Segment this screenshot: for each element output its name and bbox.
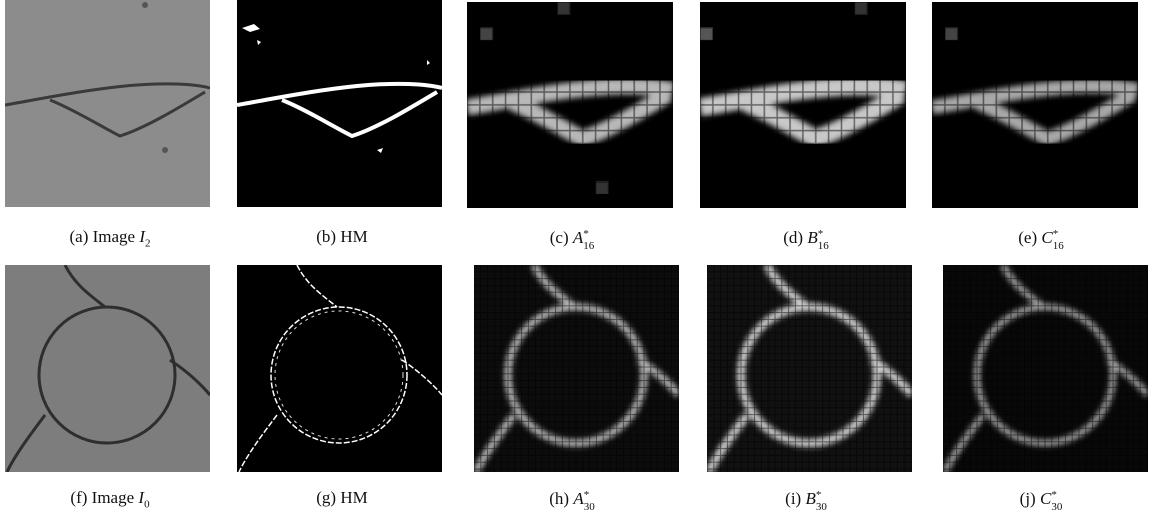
sup-sub: *30 (584, 488, 595, 512)
heat-mask (237, 0, 442, 207)
subscript: 30 (584, 501, 595, 513)
subscript: 30 (1051, 501, 1062, 513)
caption-label: (c) (550, 228, 569, 247)
caption-text: HM (340, 488, 367, 507)
sup-sub: *30 (1051, 488, 1062, 512)
caption-symbol: A (573, 489, 583, 508)
subscript: 30 (816, 501, 827, 513)
heatmap (932, 2, 1138, 208)
sup-sub: *16 (583, 227, 594, 251)
caption-label: (h) (549, 489, 569, 508)
caption-symbol: A (573, 228, 583, 247)
caption-label: (d) (783, 228, 803, 247)
heatmap (467, 2, 673, 208)
caption-label: (j) (1020, 489, 1036, 508)
superscript: * (818, 228, 824, 240)
superscript: * (816, 489, 822, 501)
caption-label: (a) (69, 227, 88, 246)
caption: (j) C*30 (926, 488, 1151, 512)
caption-label: (e) (1018, 228, 1037, 247)
caption-symbol: C (1041, 228, 1052, 247)
caption-label: (b) (316, 227, 336, 246)
sup-sub: *30 (816, 488, 827, 512)
caption-symbol: B (807, 228, 817, 247)
heat-mask (237, 265, 442, 472)
caption: (d) B*16 (691, 227, 921, 251)
superscript: * (1053, 228, 1059, 240)
caption-text: Image (93, 227, 135, 246)
caption: (b) HM (227, 227, 457, 247)
figure-page: (a) Image I2(b) HM(c) A*16(d) B*16(e) C*… (0, 0, 1151, 518)
heatmap (474, 265, 679, 472)
sup-sub: *16 (818, 227, 829, 251)
heatmap (943, 265, 1148, 472)
caption: (g) HM (227, 488, 457, 508)
subscript: 2 (145, 237, 151, 249)
caption: (a) Image I2 (0, 227, 225, 249)
superscript: * (584, 489, 590, 501)
superscript: * (583, 228, 589, 240)
caption: (e) C*16 (926, 227, 1151, 251)
caption-label: (f) (70, 488, 87, 507)
caption-text: HM (340, 227, 367, 246)
subscript: 16 (583, 240, 594, 252)
heatmap (700, 2, 906, 208)
subscript: 0 (144, 498, 150, 510)
subscript: 16 (818, 240, 829, 252)
subscript: 16 (1053, 240, 1064, 252)
caption-label: (g) (316, 488, 336, 507)
caption: (c) A*16 (457, 227, 687, 251)
heatmap (707, 265, 912, 472)
caption: (h) A*30 (457, 488, 687, 512)
sup-sub: *16 (1053, 227, 1064, 251)
caption: (f) Image I0 (0, 488, 225, 510)
crack-photo (5, 265, 210, 472)
caption: (i) B*30 (691, 488, 921, 512)
crack-photo (5, 0, 210, 207)
superscript: * (1051, 489, 1057, 501)
caption-label: (i) (785, 489, 801, 508)
caption-symbol: B (805, 489, 815, 508)
caption-text: Image (92, 488, 134, 507)
caption-symbol: C (1040, 489, 1051, 508)
